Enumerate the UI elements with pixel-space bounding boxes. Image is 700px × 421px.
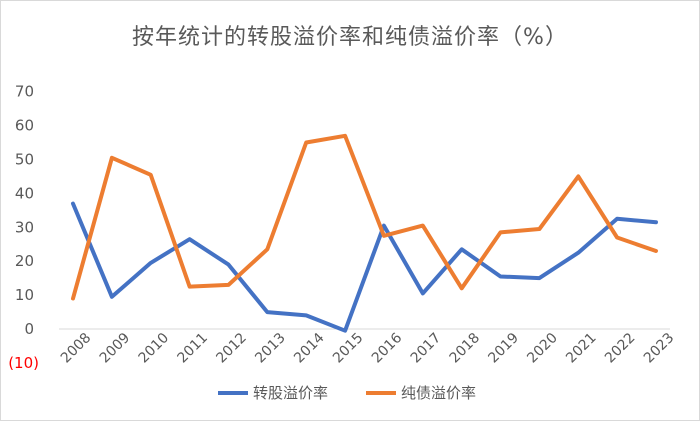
x-tick-label: 2020	[524, 330, 561, 367]
series-line-1	[71, 201, 658, 333]
legend-label: 转股溢价率	[253, 384, 328, 402]
x-tick-label: 2013	[252, 330, 289, 367]
y-tick-label: 40	[15, 184, 34, 202]
x-tick-label: 2015	[330, 330, 367, 367]
x-tick-label: 2011	[175, 330, 212, 367]
y-tick-label: 70	[15, 83, 34, 101]
y-tick-label: (10)	[8, 354, 39, 372]
legend-label: 纯债溢价率	[401, 384, 476, 402]
x-tick-label: 2014	[291, 330, 328, 367]
x-tick-label: 2008	[58, 330, 95, 367]
x-axis-labels: 2008 2009 2010 2011 2012 2013 2014 2015 2016 2017…	[58, 330, 678, 367]
x-tick-label: 2010	[136, 330, 173, 367]
y-axis-labels: (10) 0 10 20 30 40 50 60 70	[8, 83, 39, 372]
x-tick-label: 2021	[563, 330, 600, 367]
x-tick-label: 2017	[408, 330, 445, 367]
series-lines	[71, 133, 658, 333]
y-tick-label: 10	[15, 286, 34, 304]
y-tick-label: 60	[15, 117, 34, 135]
x-tick-label: 2019	[485, 330, 522, 367]
x-tick-label: 2023	[641, 330, 678, 367]
x-tick-label: 2009	[97, 330, 134, 367]
y-tick-label: 20	[15, 252, 34, 270]
series-line-2	[71, 133, 658, 301]
x-tick-label: 2022	[602, 330, 639, 367]
x-tick-label: 2016	[369, 330, 406, 367]
legend: 转股溢价率 纯债溢价率	[218, 384, 476, 402]
y-tick-label: 50	[15, 151, 34, 169]
y-tick-label: 30	[15, 218, 34, 236]
chart-title: 按年统计的转股溢价率和纯债溢价率（%）	[132, 25, 568, 50]
y-tick-label: 0	[24, 320, 34, 338]
x-tick-label: 2012	[213, 330, 250, 367]
x-tick-label: 2018	[447, 330, 484, 367]
